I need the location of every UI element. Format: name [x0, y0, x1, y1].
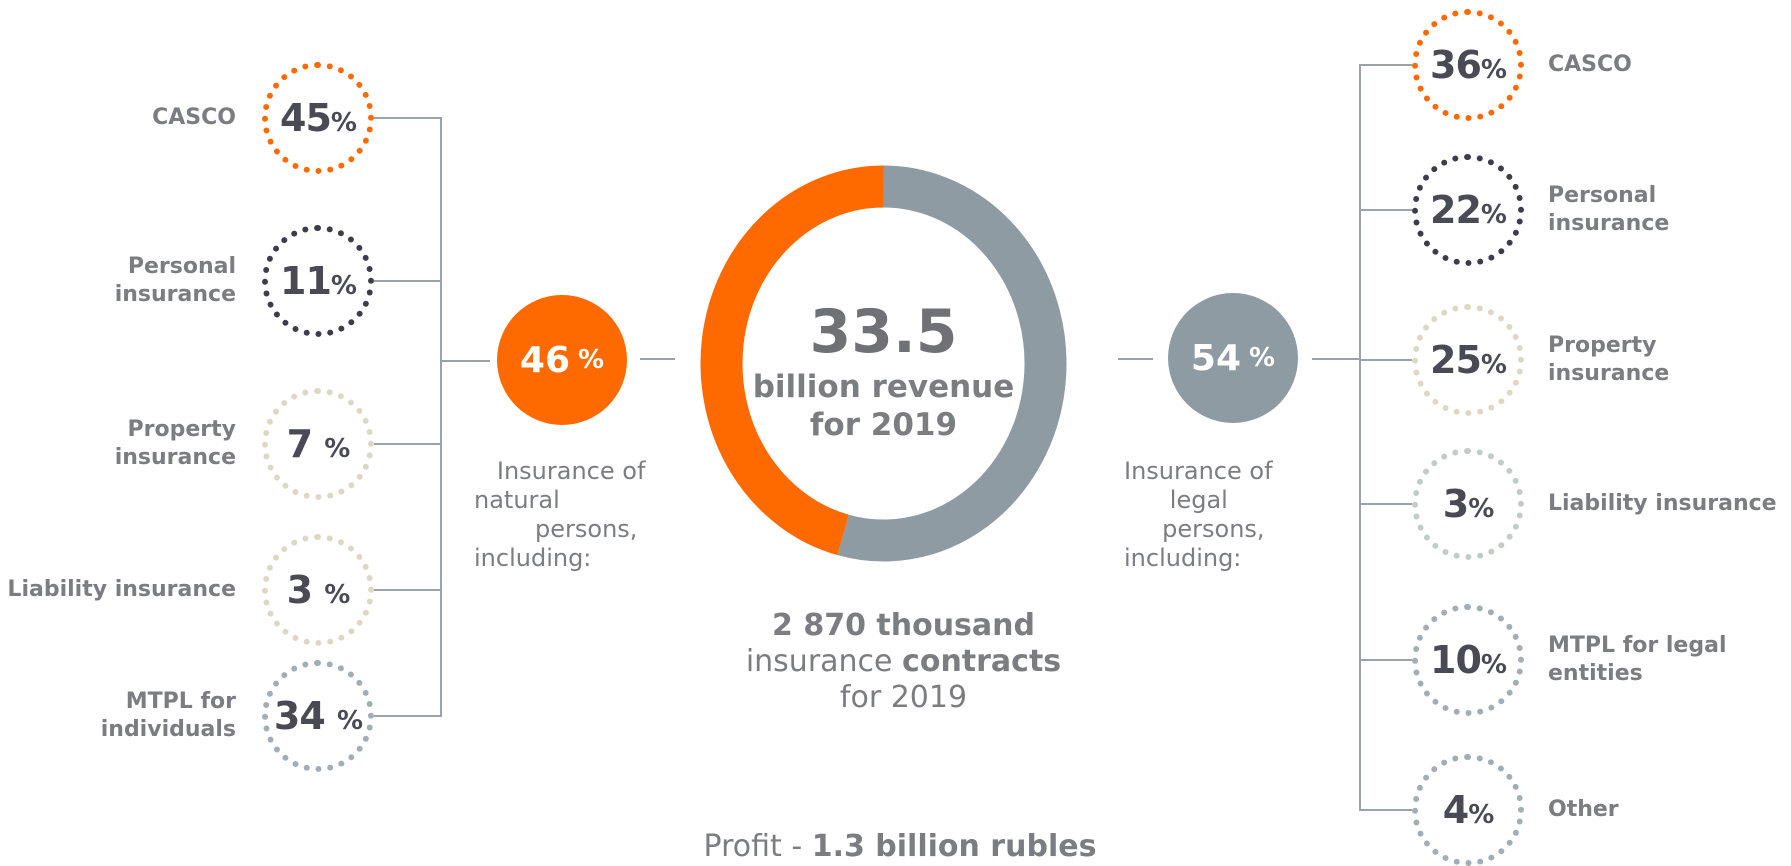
- percent-sign: %: [1468, 494, 1494, 524]
- contracts-plain: insurance: [745, 644, 903, 679]
- percent-sign: %: [1480, 350, 1507, 380]
- percent-number: 3: [1442, 482, 1469, 526]
- connector-natural-tree: [442, 360, 490, 362]
- revenue-label: billion revenue: [752, 369, 1015, 405]
- percent-value: 4%: [1442, 788, 1495, 832]
- legal-percent-circle: 36%: [1412, 9, 1524, 121]
- natural-persons-description: Insurance of natural persons, including:: [474, 457, 646, 572]
- connector-natural-donut: [640, 358, 675, 360]
- natural-persons-bubble: 46%: [497, 295, 627, 425]
- legal-branch-line: [1359, 659, 1414, 661]
- legal-branch-line: [1359, 503, 1414, 505]
- percent-number: 34: [273, 694, 338, 738]
- percent-value: 34 %: [273, 694, 363, 738]
- percent-sign: %: [330, 271, 357, 301]
- legal-category-label: Other: [1548, 797, 1619, 822]
- percent-number: 10: [1430, 638, 1482, 682]
- contracts-bold: contracts: [902, 644, 1062, 679]
- contracts-number: 2 870 thousand: [772, 608, 1035, 643]
- revenue-value: 33.5: [809, 297, 958, 367]
- percent-value: 25%: [1430, 338, 1507, 382]
- natural-category-label: CASCO: [152, 105, 236, 130]
- legal-category-label: CASCO: [1548, 52, 1632, 77]
- natural-branch-line: [374, 280, 442, 282]
- percent-value: 3 %: [286, 568, 351, 612]
- natural-percent-circle: 3 %: [262, 534, 374, 646]
- percent-sign: %: [324, 434, 350, 464]
- natural-branch-line: [374, 715, 442, 717]
- donut-segment-legal: [837, 165, 1067, 562]
- profit-text: Profit - 1.3 billion rubles: [650, 830, 1150, 864]
- legal-pct: 54: [1190, 337, 1242, 379]
- percent-number: 25: [1430, 338, 1482, 382]
- legal-branch-line: [1359, 209, 1414, 211]
- legal-tree-trunk: [1359, 65, 1361, 810]
- percent-sign: %: [1468, 800, 1494, 830]
- percent-value: 45%: [280, 96, 357, 140]
- natural-tree-trunk: [440, 118, 442, 716]
- legal-branch-line: [1359, 809, 1414, 811]
- natural-category-label: Property insurance: [114, 417, 236, 470]
- legal-category-label: Liability insurance: [1548, 491, 1777, 516]
- legal-pct-sign: %: [1249, 343, 1276, 373]
- percent-sign: %: [1480, 55, 1507, 85]
- legal-branch-line: [1359, 64, 1414, 66]
- legal-persons-description: Insurance of legal persons, including:: [1124, 457, 1273, 572]
- percent-sign: %: [1480, 200, 1507, 230]
- legal-category-label: Personal insurance: [1548, 183, 1670, 236]
- legal-branch-line: [1359, 359, 1414, 361]
- profit-bold: 1.3 billion rubles: [811, 829, 1097, 864]
- natural-category-label: Liability insurance: [7, 577, 236, 602]
- natural-branch-line: [374, 117, 442, 119]
- legal-category-label: MTPL for legal entities: [1548, 633, 1727, 686]
- percent-value: 7 %: [286, 422, 351, 466]
- percent-value: 22%: [1430, 188, 1507, 232]
- legal-category-label: Property insurance: [1548, 333, 1670, 386]
- percent-value: 3%: [1442, 482, 1495, 526]
- natural-percent-circle: 7 %: [262, 388, 374, 500]
- percent-value: 10%: [1430, 638, 1507, 682]
- natural-branch-line: [374, 443, 442, 445]
- legal-percent-circle: 3%: [1412, 448, 1524, 560]
- natural-percent-circle: 45%: [262, 62, 374, 174]
- percent-sign: %: [337, 706, 363, 736]
- profit-plain: Profit -: [703, 829, 812, 864]
- contracts-count: 2 870 thousand insurance contracts for 2…: [700, 608, 1107, 716]
- percent-sign: %: [330, 108, 357, 138]
- percent-number: 4: [1442, 788, 1469, 832]
- percent-number: 11: [280, 259, 332, 303]
- natural-category-label: Personal insurance: [114, 254, 236, 307]
- revenue-year: for 2019: [809, 407, 958, 443]
- natural-percent-circle: 11%: [262, 225, 374, 337]
- percent-number: 7: [286, 422, 325, 466]
- percent-value: 11%: [280, 259, 357, 303]
- revenue-donut-chart: [700, 165, 1067, 562]
- contracts-label: insurance contracts: [700, 644, 1107, 680]
- percent-sign: %: [324, 580, 350, 610]
- connector-donut-legal: [1118, 358, 1153, 360]
- natural-percent-circle: 34 %: [262, 660, 374, 772]
- percent-number: 3: [286, 568, 325, 612]
- natural-pct: 46: [519, 339, 571, 381]
- legal-percent-circle: 22%: [1412, 154, 1524, 266]
- connector-legal-tree: [1312, 358, 1360, 360]
- natural-branch-line: [374, 589, 442, 591]
- natural-pct-sign: %: [578, 345, 605, 375]
- percent-sign: %: [1480, 650, 1507, 680]
- natural-category-label: MTPL for individuals: [100, 689, 236, 742]
- legal-percent-circle: 4%: [1412, 754, 1524, 866]
- percent-value: 36%: [1430, 43, 1507, 87]
- percent-number: 36: [1430, 43, 1482, 87]
- legal-persons-bubble: 54%: [1168, 293, 1298, 423]
- legal-percent-circle: 25%: [1412, 304, 1524, 416]
- percent-number: 22: [1430, 188, 1482, 232]
- contracts-year: for 2019: [839, 680, 968, 715]
- percent-number: 45: [280, 96, 332, 140]
- legal-percent-circle: 10%: [1412, 604, 1524, 716]
- donut-segment-natural: [700, 165, 884, 556]
